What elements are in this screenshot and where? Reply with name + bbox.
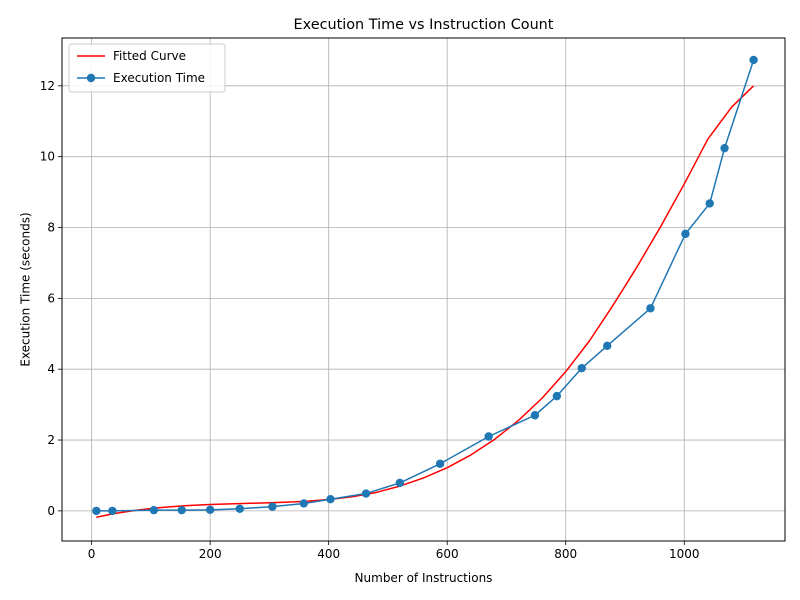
execution-time-point (361, 489, 371, 498)
execution-time-point (705, 199, 714, 208)
execution-time-point (395, 478, 404, 488)
legend-box (68, 43, 226, 93)
series-layer (92, 55, 758, 519)
x-tick-label: 600 (436, 547, 459, 561)
y-tick-label: 6 (47, 291, 55, 305)
chart-title: Execution Time vs Instruction Count (294, 17, 554, 33)
execution-time-point (577, 363, 586, 373)
execution-time-point (530, 411, 540, 420)
y-tick-label: 4 (47, 362, 55, 376)
execution-time-point (326, 495, 335, 504)
execution-time-line (96, 59, 755, 512)
execution-time-point (435, 459, 445, 468)
execution-time-point (92, 506, 101, 516)
execution-time-point (681, 229, 690, 239)
execution-time-point (299, 499, 308, 508)
x-tick-label: 800 (554, 547, 577, 561)
y-tick-label: 10 (40, 150, 55, 164)
y-tick-label: 12 (40, 79, 55, 93)
execution-time-point (603, 341, 612, 351)
execution-time-point (268, 502, 277, 511)
x-tick-label: 0 (88, 547, 96, 561)
y-axis-label: Execution Time (seconds) (19, 212, 33, 366)
execution-time-point (484, 432, 493, 441)
y-tick-label: 8 (47, 221, 55, 235)
execution-time-point (205, 505, 215, 515)
grid (62, 38, 785, 541)
y-tick-label: 2 (47, 433, 55, 447)
execution-time-point (108, 506, 117, 516)
execution-time-point (646, 304, 655, 313)
x-tick-label: 200 (199, 547, 222, 561)
x-axis-label: Number of Instructions (355, 571, 493, 585)
y-tick-label: 0 (47, 504, 55, 518)
execution-time-point (749, 55, 758, 65)
legend-label-execution-time: Execution Time (113, 71, 205, 85)
x-tick-label: 1000 (669, 547, 700, 561)
x-tick-label: 400 (317, 547, 340, 561)
execution-time-point (552, 391, 562, 401)
legend-marker-execution-time (86, 73, 96, 83)
execution-time-point (235, 504, 244, 513)
legend-label-fitted-curve: Fitted Curve (113, 49, 186, 63)
execution-time-point (177, 505, 186, 515)
ticks: 0 200 400 600 800 1000 0 2 4 6 8 10 12 (40, 79, 700, 561)
execution-time-point (149, 505, 159, 515)
plot-frame (61, 37, 786, 542)
execution-time-point (720, 143, 729, 153)
legend: Fitted Curve Execution Time (68, 43, 226, 93)
fitted-curve-line (96, 85, 755, 519)
